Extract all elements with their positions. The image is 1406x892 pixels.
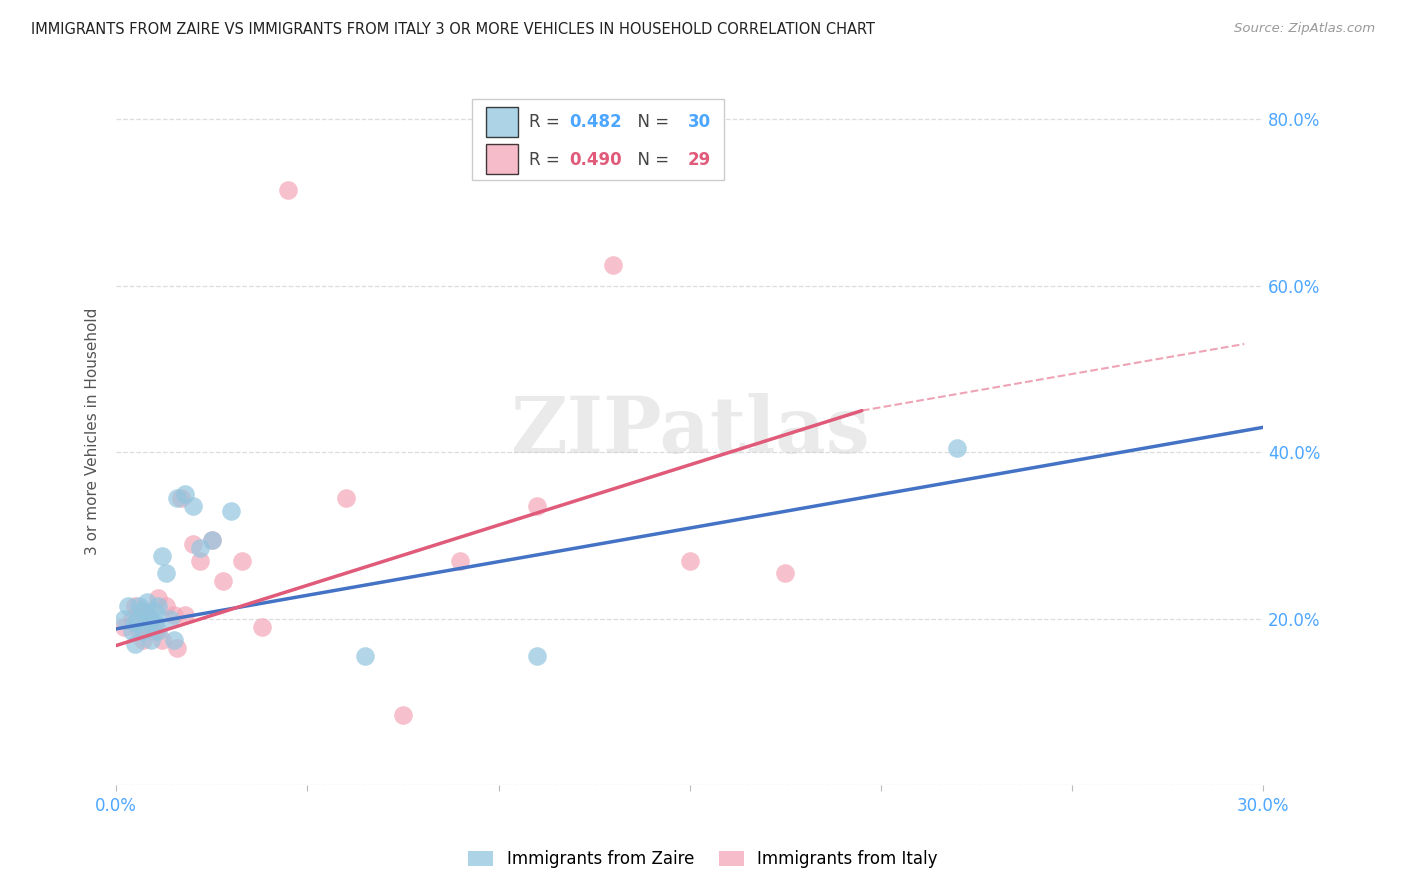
Point (190, 553, 212, 567)
Text: N =: N = (627, 113, 673, 131)
Point (148, 591, 170, 605)
Point (190, 541, 212, 555)
Point (143, 603, 166, 617)
Point (602, 258, 624, 272)
Point (150, 549, 173, 564)
Point (143, 624, 166, 639)
Point (155, 599, 177, 614)
Text: Source: ZipAtlas.com: Source: ZipAtlas.com (1234, 22, 1375, 36)
Text: R =: R = (529, 151, 565, 169)
Text: ZIPatlas: ZIPatlas (510, 393, 870, 469)
Point (392, 707, 415, 722)
Point (201, 533, 224, 547)
Text: 30: 30 (688, 113, 710, 131)
Text: 0.482: 0.482 (569, 113, 621, 131)
Point (219, 503, 242, 517)
FancyBboxPatch shape (485, 145, 517, 174)
Point (166, 640, 188, 655)
Point (277, 183, 299, 197)
Point (526, 649, 548, 664)
Point (139, 615, 162, 630)
Point (250, 620, 273, 634)
Point (148, 624, 170, 639)
Point (679, 553, 702, 567)
Point (135, 603, 157, 617)
Point (124, 615, 146, 630)
Point (143, 615, 166, 630)
Text: 29: 29 (688, 151, 711, 169)
Point (132, 603, 155, 617)
Text: R =: R = (529, 113, 565, 131)
Point (353, 649, 375, 664)
Point (174, 487, 197, 501)
Point (526, 500, 548, 514)
Point (132, 624, 155, 639)
Point (212, 574, 235, 589)
Point (162, 632, 184, 647)
Text: N =: N = (627, 151, 673, 169)
Point (775, 566, 797, 580)
Point (159, 612, 181, 626)
Point (181, 500, 204, 514)
Point (135, 595, 157, 609)
Point (139, 632, 162, 647)
Point (231, 553, 253, 567)
Point (132, 632, 155, 647)
FancyBboxPatch shape (485, 107, 517, 136)
FancyBboxPatch shape (472, 99, 724, 180)
Point (150, 632, 173, 647)
Point (170, 491, 193, 505)
Point (449, 553, 471, 567)
Point (124, 637, 146, 651)
Point (155, 566, 177, 580)
Point (166, 491, 188, 505)
Point (174, 607, 197, 622)
Point (121, 612, 143, 626)
Text: 0.490: 0.490 (569, 151, 621, 169)
Point (128, 612, 150, 626)
Point (112, 612, 135, 626)
Point (335, 491, 357, 505)
Point (128, 599, 150, 614)
Text: IMMIGRANTS FROM ZAIRE VS IMMIGRANTS FROM ITALY 3 OR MORE VEHICLES IN HOUSEHOLD C: IMMIGRANTS FROM ZAIRE VS IMMIGRANTS FROM… (31, 22, 875, 37)
Point (181, 537, 204, 551)
Point (139, 612, 162, 626)
Point (148, 599, 170, 614)
Y-axis label: 3 or more Vehicles in Household: 3 or more Vehicles in Household (86, 308, 100, 555)
Legend: Immigrants from Zaire, Immigrants from Italy: Immigrants from Zaire, Immigrants from I… (461, 844, 945, 875)
Point (117, 599, 139, 614)
Point (162, 607, 184, 622)
Point (121, 624, 143, 639)
Point (128, 624, 150, 639)
Point (135, 615, 157, 630)
Point (124, 599, 146, 614)
Point (201, 533, 224, 547)
Point (112, 620, 135, 634)
Point (946, 441, 969, 455)
